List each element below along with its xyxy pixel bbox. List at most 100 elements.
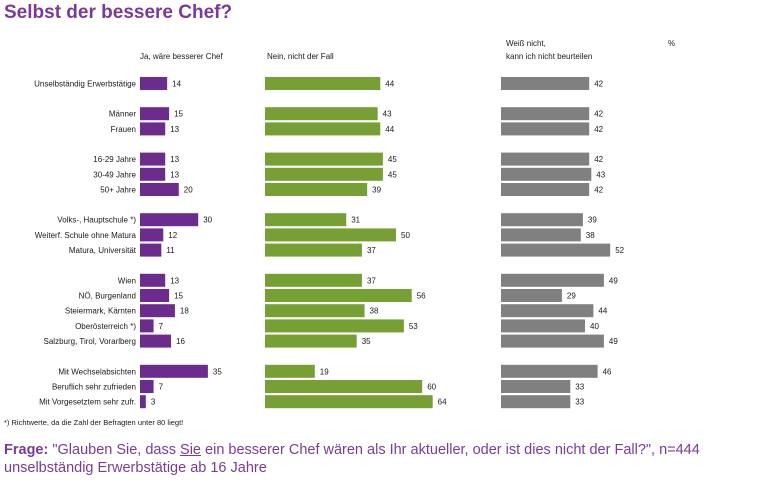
value-label-ja: 30 [203, 216, 212, 225]
value-label-ja: 13 [170, 125, 179, 134]
bar-nein [265, 380, 423, 393]
bar-nein [265, 289, 412, 302]
row-label: Salzburg, Tirol, Vorarlberg [44, 337, 137, 346]
value-label-ja: 3 [151, 398, 156, 407]
value-label-ja: 7 [159, 322, 164, 331]
bar-weiss-nicht [501, 107, 590, 121]
value-label-nein: 35 [362, 337, 371, 346]
bar-nein [265, 122, 381, 136]
bar-nein [265, 273, 362, 287]
value-label-weiss-nicht: 42 [594, 186, 603, 195]
value-label-ja: 11 [166, 246, 175, 255]
row-label: Beruflich sehr zufrieden [52, 383, 136, 392]
row-label: 50+ Jahre [100, 186, 136, 195]
bar-nein [265, 213, 347, 227]
row-label: Mit Vorgesetztem sehr zufr. [39, 398, 136, 407]
value-label-nein: 64 [438, 398, 447, 407]
question-text: Frage: "Glauben Sie, dass Sie ein besser… [4, 441, 768, 477]
bar-weiss-nicht [501, 77, 590, 90]
value-label-ja: 15 [174, 110, 183, 119]
bar-nein [265, 183, 368, 196]
value-label-weiss-nicht: 44 [598, 307, 607, 316]
value-label-ja: 14 [172, 80, 181, 89]
row-label: Oberösterreich *) [75, 322, 136, 331]
row-label: Weiterf. Schule ohne Matura [35, 231, 137, 240]
value-label-weiss-nicht: 33 [575, 383, 584, 392]
value-label-nein: 53 [409, 322, 418, 331]
bar-ja [140, 334, 172, 348]
bar-ja [140, 213, 199, 227]
value-label-nein: 50 [401, 231, 410, 240]
bar-weiss-nicht [501, 228, 581, 242]
value-label-ja: 7 [159, 383, 164, 392]
row-label: Steiermark, Kärnten [65, 307, 136, 316]
column-header-ja: Ja, wäre besserer Chef [140, 52, 223, 61]
row-label: 30-49 Jahre [93, 170, 136, 179]
bar-weiss-nicht [501, 364, 598, 378]
value-label-ja: 13 [170, 170, 179, 179]
column-header-weiss-nicht-line2: kann ich nicht beurteilen [506, 52, 593, 61]
bar-weiss-nicht [501, 213, 583, 227]
bar-weiss-nicht [501, 273, 604, 287]
question-text-before: "Glauben Sie, dass [48, 442, 181, 458]
value-label-ja: 13 [170, 276, 179, 285]
value-label-nein: 44 [385, 80, 394, 89]
bar-weiss-nicht [501, 304, 594, 318]
question-emphasis: Sie [180, 442, 201, 458]
bar-weiss-nicht [501, 380, 571, 393]
value-label-ja: 20 [184, 186, 193, 195]
bar-ja [140, 152, 166, 166]
value-label-nein: 60 [427, 383, 436, 392]
bar-ja [140, 395, 146, 409]
value-label-nein: 45 [388, 155, 397, 164]
row-label: Wien [118, 276, 136, 285]
bar-nein [265, 167, 383, 181]
bar-ja [140, 319, 154, 333]
bar-ja [140, 107, 170, 121]
column-header-nein: Nein, nicht der Fall [267, 52, 334, 61]
value-label-weiss-nicht: 43 [596, 170, 605, 179]
chart-title: Selbst der bessere Chef? [4, 2, 233, 23]
value-label-weiss-nicht: 38 [586, 231, 595, 240]
value-label-weiss-nicht: 49 [609, 337, 618, 346]
value-label-weiss-nicht: 33 [575, 398, 584, 407]
bar-nein [265, 395, 433, 409]
bar-chart: Unselbständig Erwerbstätige 14 44 42 Männer 1… [34, 77, 625, 409]
row-label: NÖ, Burgenland [79, 292, 136, 301]
row-label: Mit Wechselabsichten [58, 367, 136, 376]
bar-ja [140, 273, 166, 287]
bar-ja [140, 228, 164, 242]
row-label: 16-29 Jahre [93, 155, 136, 164]
bar-weiss-nicht [501, 152, 590, 166]
percent-unit-label: % [668, 39, 676, 48]
value-label-nein: 19 [320, 367, 329, 376]
row-label: Volks-, Hauptschule *) [57, 216, 136, 225]
bar-ja [140, 304, 175, 318]
value-label-weiss-nicht: 49 [609, 276, 618, 285]
bar-weiss-nicht [501, 183, 590, 196]
bar-nein [265, 152, 383, 166]
value-label-nein: 38 [370, 307, 379, 316]
footnote: *) Richtwerte, da die Zahl der Befragten… [4, 418, 184, 427]
bar-ja [140, 122, 166, 136]
bar-nein [265, 334, 357, 348]
bar-weiss-nicht [501, 319, 585, 333]
column-header-weiss-nicht: Weiß nicht, kann ich nicht beurteilen [506, 37, 592, 63]
value-label-weiss-nicht: 52 [615, 246, 624, 255]
bar-weiss-nicht [501, 243, 611, 257]
value-label-nein: 39 [372, 186, 381, 195]
value-label-ja: 16 [176, 337, 185, 346]
value-label-nein: 37 [367, 276, 376, 285]
value-label-nein: 31 [351, 216, 360, 225]
bar-weiss-nicht [501, 334, 604, 348]
column-header-weiss-nicht-line1: Weiß nicht, [506, 39, 546, 48]
value-label-weiss-nicht: 29 [567, 292, 576, 301]
row-label: Frauen [111, 125, 136, 134]
bar-weiss-nicht [501, 122, 590, 136]
bar-ja [140, 380, 154, 393]
value-label-nein: 43 [383, 110, 392, 119]
value-label-weiss-nicht: 42 [594, 125, 603, 134]
bar-nein [265, 107, 378, 121]
bar-ja [140, 183, 179, 196]
bar-nein [265, 243, 362, 257]
